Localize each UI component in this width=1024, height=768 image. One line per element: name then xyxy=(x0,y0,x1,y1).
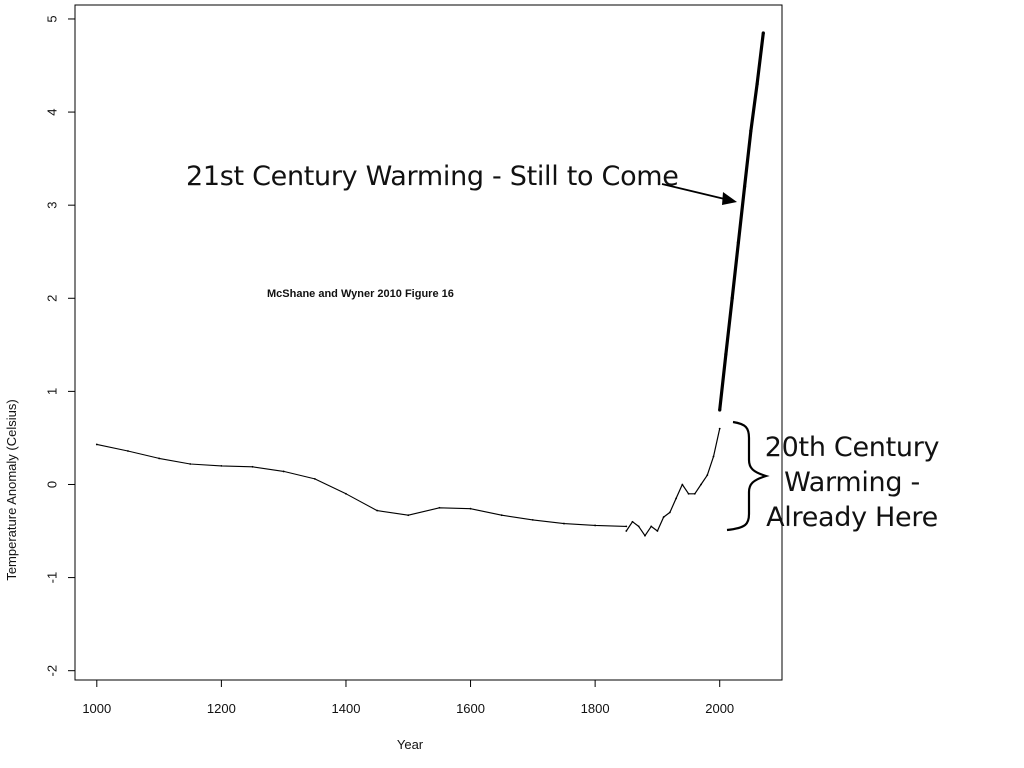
past-warming-annotation: 20th Century Warming - Already Here xyxy=(765,432,940,533)
x-tick-label: 1400 xyxy=(332,701,361,716)
data-point xyxy=(761,31,765,35)
data-point xyxy=(675,497,678,500)
data-point xyxy=(656,530,659,532)
y-tick-label: 5 xyxy=(45,15,60,22)
data-point xyxy=(189,463,192,465)
data-point xyxy=(313,477,316,480)
x-axis-title: Year xyxy=(397,737,424,752)
data-point xyxy=(563,522,565,525)
y-tick-label: 1 xyxy=(45,388,60,395)
data-point xyxy=(724,352,728,356)
data-point xyxy=(687,492,690,495)
data-point xyxy=(631,520,634,523)
data-point xyxy=(644,534,646,537)
past-warming-line-1: 20th Century xyxy=(765,432,940,463)
y-axis-title: Temperature Anomaly (Celsius) xyxy=(4,399,19,580)
data-point xyxy=(693,492,696,495)
data-point xyxy=(730,296,734,300)
x-tick-label: 1600 xyxy=(456,701,485,716)
data-point xyxy=(736,240,740,245)
future-warming-arrow xyxy=(661,183,737,205)
plot-frame xyxy=(74,4,783,681)
x-tick-label: 1800 xyxy=(581,701,610,716)
y-tick-label: 2 xyxy=(45,295,60,302)
x-axis: 1000 1200 1400 1600 1800 2000 xyxy=(82,680,734,716)
x-tick-label: 1000 xyxy=(82,701,111,716)
y-tick-label: 3 xyxy=(45,202,60,209)
data-point xyxy=(706,474,709,477)
y-axis: -2 -1 0 1 2 3 4 5 xyxy=(45,15,75,677)
data-point xyxy=(718,408,722,412)
figure-label: McShane and Wyner 2010 Figure 16 xyxy=(267,288,454,300)
data-point xyxy=(749,129,753,133)
data-point xyxy=(700,483,702,486)
data-point xyxy=(650,525,653,528)
data-point xyxy=(718,427,721,430)
y-tick-label: 0 xyxy=(45,481,60,488)
data-point xyxy=(755,82,759,86)
data-point xyxy=(531,518,534,521)
data-point xyxy=(662,516,665,518)
x-tick-label: 1200 xyxy=(207,701,236,716)
past-warming-brace xyxy=(726,420,770,532)
data-point xyxy=(158,457,160,460)
series-line-0 xyxy=(96,443,627,527)
data-point xyxy=(469,507,472,510)
future-warming-annotation: 21st Century Warming - Still to Come xyxy=(186,161,679,192)
x-tick-label: 2000 xyxy=(705,701,734,716)
data-point xyxy=(743,184,747,189)
past-warming-line-2: Warming - xyxy=(784,467,920,498)
data-point xyxy=(251,465,254,468)
series-line-1 xyxy=(625,428,721,537)
series-line-2 xyxy=(718,32,765,411)
data-point xyxy=(282,470,285,473)
data-point xyxy=(668,511,671,514)
y-tick-label: -1 xyxy=(45,572,60,584)
data-point xyxy=(376,509,379,512)
data-point xyxy=(625,525,628,528)
data-point xyxy=(438,506,441,509)
data-point xyxy=(500,514,503,517)
data-point xyxy=(127,450,129,452)
data-point xyxy=(625,530,628,532)
past-warming-line-3: Already Here xyxy=(766,502,938,533)
data-point xyxy=(594,524,597,527)
data-point xyxy=(712,455,715,458)
data-point xyxy=(345,492,347,495)
y-tick-label: 4 xyxy=(45,108,60,115)
data-point xyxy=(220,464,223,467)
data-point xyxy=(637,525,640,528)
data-point xyxy=(681,483,684,486)
y-tick-label: -2 xyxy=(45,665,60,677)
data-point xyxy=(95,443,98,446)
data-point xyxy=(407,514,410,517)
data-series xyxy=(95,31,765,537)
